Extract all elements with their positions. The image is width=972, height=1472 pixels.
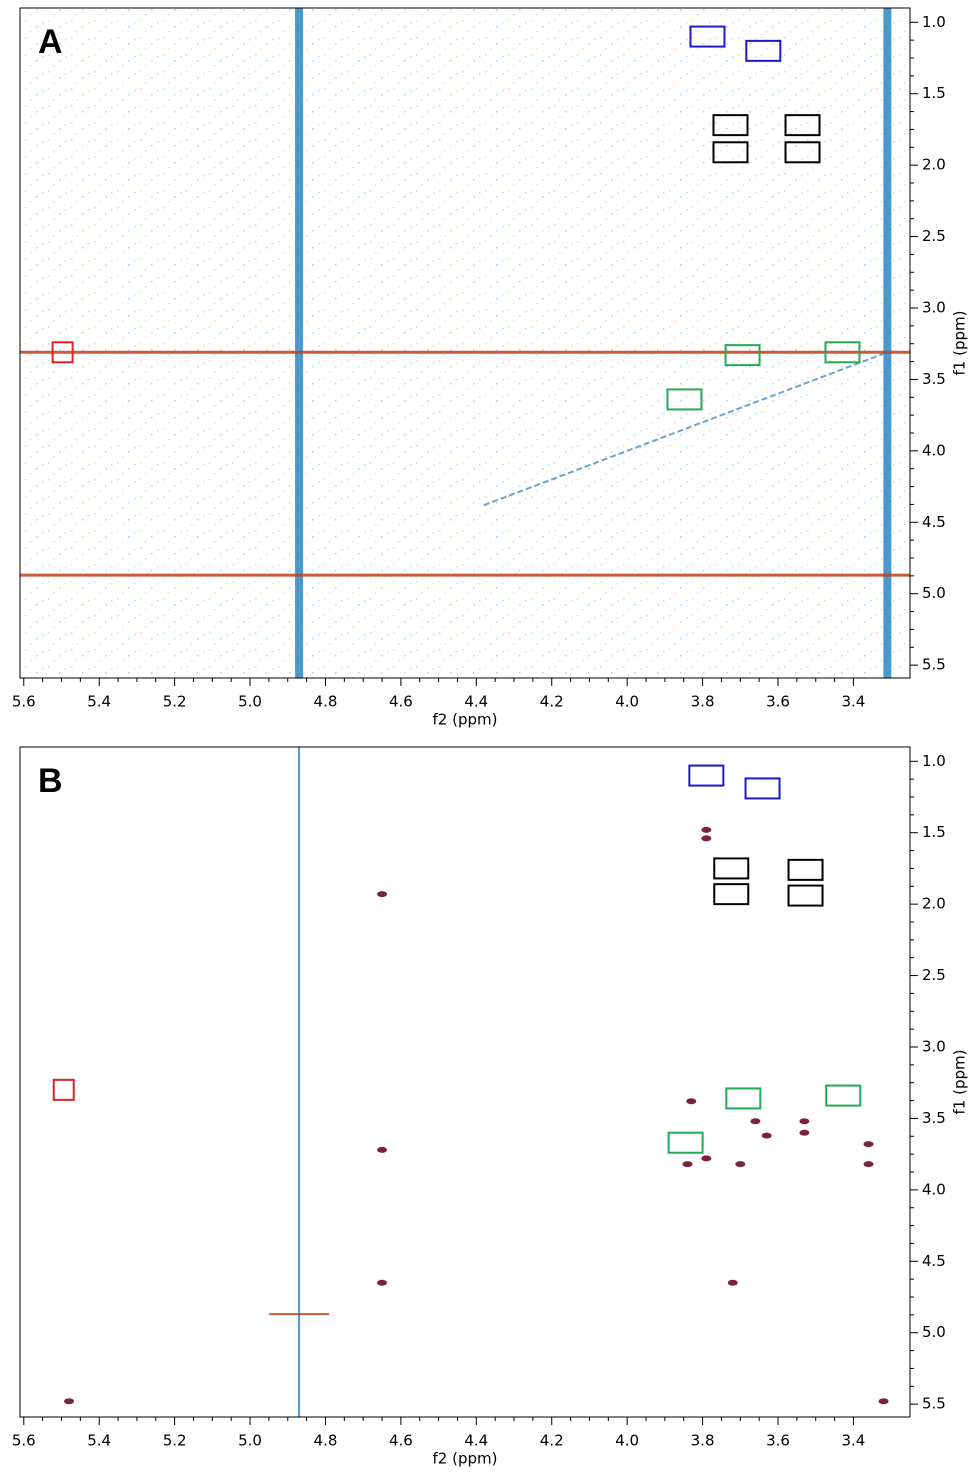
highlight-box <box>52 1078 75 1101</box>
y-tick-label: 5.5 <box>922 1395 946 1413</box>
cross-peak <box>701 835 712 842</box>
y-tick-label: 3.5 <box>922 1109 946 1127</box>
y-tick-label: 1.5 <box>922 823 946 841</box>
highlight-box <box>667 1131 704 1154</box>
highlight-box <box>689 25 726 48</box>
x-tick-label: 4.2 <box>540 693 564 711</box>
panel-letter: B <box>38 762 63 800</box>
highlight-box <box>725 1087 762 1110</box>
cross-peak <box>727 1279 738 1286</box>
cross-peak <box>686 1098 697 1105</box>
x-tick-label: 4.6 <box>389 1432 413 1450</box>
x-tick-label: 4.8 <box>314 693 338 711</box>
highlight-box <box>712 114 749 137</box>
plot-frame <box>19 746 911 1418</box>
cross-peak <box>863 1141 874 1148</box>
x-tick-label: 4.4 <box>464 693 488 711</box>
x-tick-label: 5.6 <box>12 693 36 711</box>
highlight-box <box>745 39 782 62</box>
x-tick-label: 5.2 <box>163 1432 187 1450</box>
highlight-box <box>825 1084 862 1107</box>
x-tick-label: 3.4 <box>842 1432 866 1450</box>
highlight-box <box>744 777 781 800</box>
x-tick-label: 3.4 <box>842 693 866 711</box>
y-tick-label: 5.5 <box>922 656 946 674</box>
y-tick-label: 5.0 <box>922 1323 946 1341</box>
noise-background <box>20 8 910 678</box>
cross-peak <box>701 1155 712 1162</box>
x-tick-label: 3.8 <box>691 1432 715 1450</box>
x-tick-label: 3.8 <box>691 693 715 711</box>
cross-peak <box>735 1161 746 1168</box>
cross-peak <box>64 1398 75 1405</box>
y-tick-label: 2.5 <box>922 227 946 245</box>
y-tick-label: 4.0 <box>922 441 946 459</box>
x-axis-label: f2 (ppm) <box>433 1450 498 1468</box>
x-tick-label: 3.6 <box>766 693 790 711</box>
highlight-box <box>712 141 749 164</box>
highlight-box <box>824 341 861 364</box>
y-tick-label: 2.0 <box>922 895 946 913</box>
highlight-box <box>787 884 824 907</box>
highlight-box <box>713 857 750 880</box>
cross-peak <box>878 1398 889 1405</box>
cross-peak <box>863 1161 874 1168</box>
x-tick-label: 5.6 <box>12 1432 36 1450</box>
x-tick-label: 5.0 <box>238 1432 262 1450</box>
highlight-box <box>713 883 750 906</box>
cross-peak <box>750 1118 761 1125</box>
y-tick-label: 1.0 <box>922 752 946 770</box>
cross-peak <box>799 1118 810 1125</box>
highlight-box <box>787 858 824 881</box>
x-tick-label: 5.2 <box>163 693 187 711</box>
x-tick-label: 4.8 <box>314 1432 338 1450</box>
x-tick-label: 4.2 <box>540 1432 564 1450</box>
cross-peak <box>682 1161 693 1168</box>
cross-peak <box>377 1146 388 1153</box>
cross-peak <box>701 826 712 833</box>
highlight-box <box>666 388 703 411</box>
y-tick-label: 3.0 <box>922 1038 946 1056</box>
x-tick-label: 4.0 <box>615 693 639 711</box>
y-tick-label: 4.5 <box>922 513 946 531</box>
highlight-box <box>784 114 821 137</box>
y-tick-label: 1.0 <box>922 13 946 31</box>
y-tick-label: 4.0 <box>922 1180 946 1198</box>
x-tick-label: 4.6 <box>389 693 413 711</box>
highlight-box <box>724 344 761 367</box>
x-tick-label: 4.4 <box>464 1432 488 1450</box>
x-axis-label: f2 (ppm) <box>433 711 498 729</box>
cross-peak <box>377 1279 388 1286</box>
y-tick-label: 2.0 <box>922 156 946 174</box>
x-tick-label: 5.4 <box>87 1432 111 1450</box>
cross-peak <box>377 891 388 898</box>
x-tick-label: 3.6 <box>766 1432 790 1450</box>
y-axis-label: f1 (ppm) <box>951 311 969 376</box>
x-tick-label: 4.0 <box>615 1432 639 1450</box>
highlight-box <box>784 141 821 164</box>
y-tick-label: 4.5 <box>922 1252 946 1270</box>
y-tick-label: 5.0 <box>922 584 946 602</box>
plot-frame <box>19 7 911 679</box>
y-axis-label: f1 (ppm) <box>951 1050 969 1115</box>
y-tick-label: 3.0 <box>922 299 946 317</box>
x-tick-label: 5.4 <box>87 693 111 711</box>
y-tick-label: 1.5 <box>922 84 946 102</box>
y-tick-label: 2.5 <box>922 966 946 984</box>
x-tick-label: 5.0 <box>238 693 262 711</box>
panel-letter: A <box>38 23 63 61</box>
cross-peak <box>761 1132 772 1139</box>
y-tick-label: 3.5 <box>922 370 946 388</box>
highlight-box <box>51 341 74 364</box>
cross-peak <box>799 1129 810 1136</box>
highlight-box <box>688 764 725 787</box>
